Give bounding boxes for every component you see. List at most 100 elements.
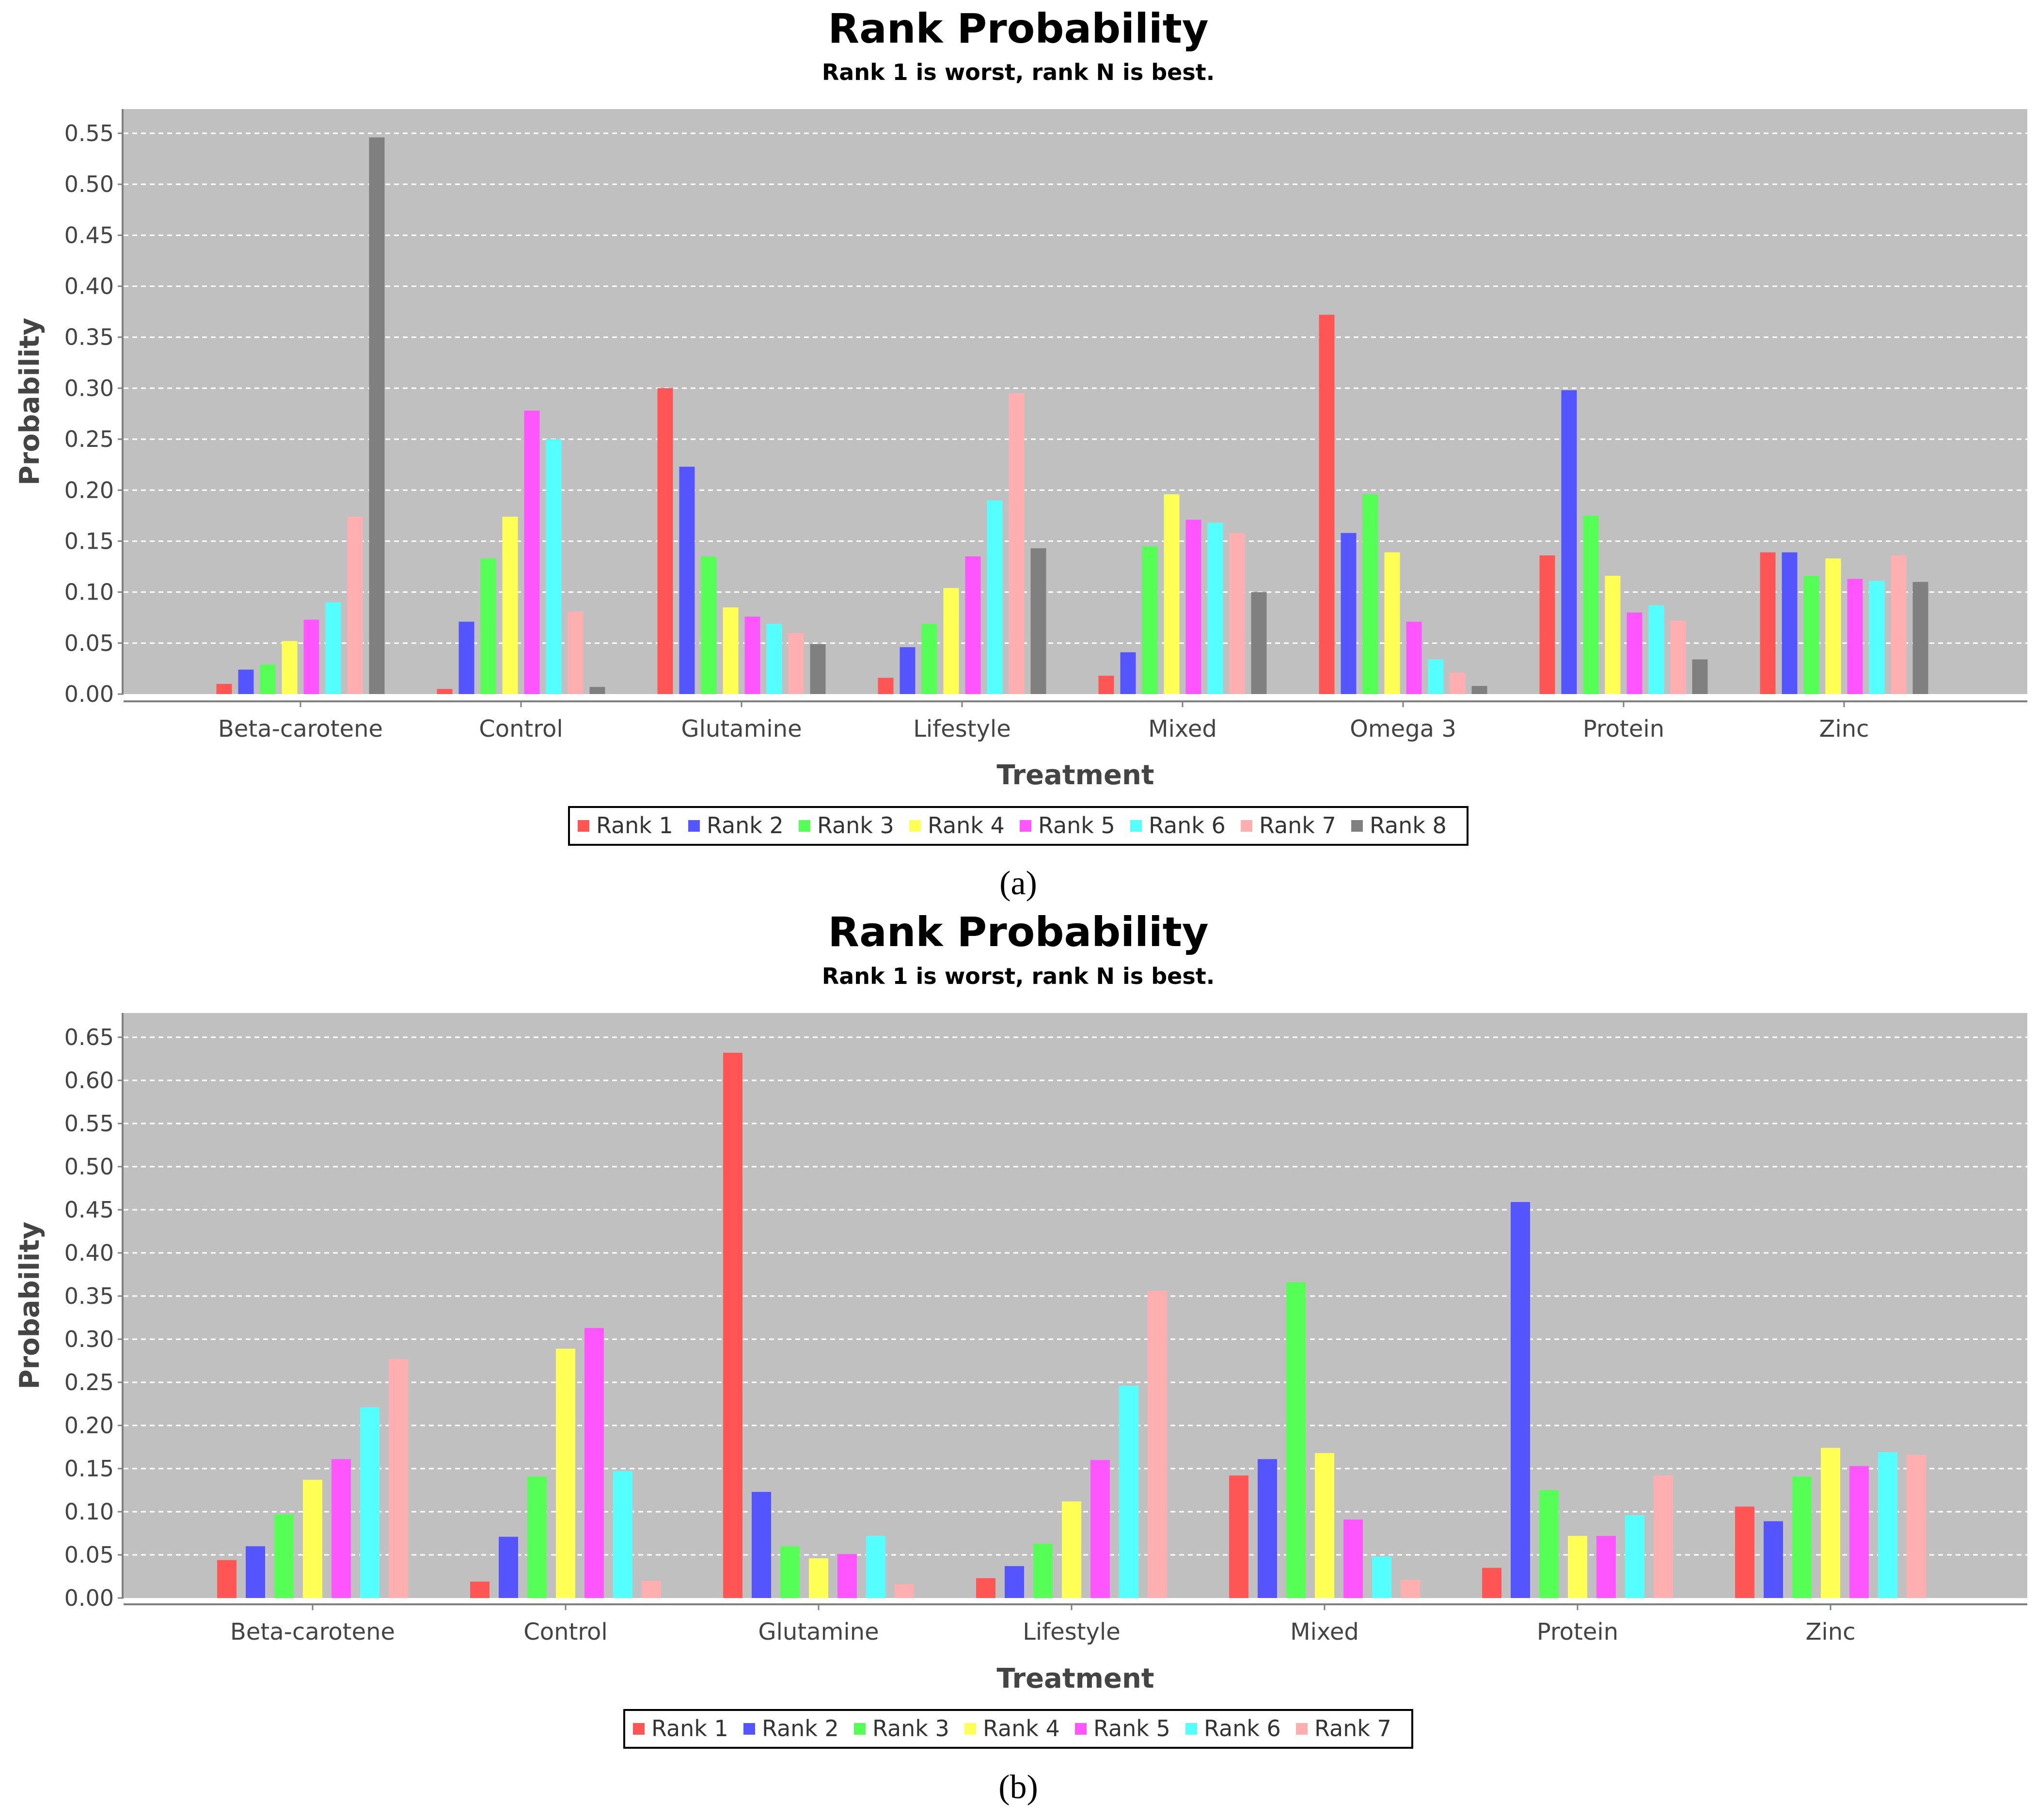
bar-beta-carotene-rank-1 (217, 1560, 237, 1598)
y-tick-label: 0.25 (64, 1369, 114, 1395)
bar-mixed-rank-4 (1164, 494, 1180, 694)
y-tick-label: 0.15 (64, 1456, 114, 1482)
bar-glutamine-rank-6 (866, 1535, 885, 1598)
bar-lifestyle-rank-1 (976, 1578, 995, 1598)
legend-label-rank-4: Rank 4 (983, 1715, 1060, 1741)
chart-b: Rank Probability Rank 1 is worst, rank N … (14, 908, 2027, 1806)
x-category-label: Beta-carotene (218, 715, 383, 743)
bar-mixed-rank-1 (1098, 676, 1114, 694)
bar-lifestyle-rank-3 (921, 623, 937, 694)
bar-lifestyle-rank-4 (1062, 1501, 1081, 1598)
bar-mixed-rank-6 (1372, 1556, 1391, 1598)
x-category-label: Mixed (1290, 1618, 1359, 1646)
x-axis-title: Treatment (996, 1663, 1154, 1694)
bar-lifestyle-rank-2 (900, 647, 916, 694)
bar-zinc-rank-2 (1782, 552, 1798, 694)
bar-lifestyle-rank-8 (1030, 548, 1046, 694)
bar-control-rank-1 (437, 689, 453, 694)
x-category-label: Glutamine (681, 715, 802, 743)
bar-control-rank-4 (556, 1348, 575, 1598)
bar-glutamine-rank-1 (657, 388, 673, 694)
x-category-label: Protein (1537, 1618, 1618, 1646)
bar-mixed-rank-7 (1229, 533, 1245, 694)
bar-protein-rank-7 (1654, 1475, 1673, 1598)
bar-control-rank-6 (613, 1471, 632, 1598)
bar-glutamine-rank-4 (809, 1558, 828, 1598)
bar-protein-rank-4 (1568, 1535, 1587, 1598)
bar-control-rank-3 (527, 1476, 547, 1598)
bar-zinc-rank-3 (1803, 575, 1819, 694)
legend-box (568, 806, 1469, 846)
bar-glutamine-rank-7 (895, 1584, 914, 1598)
bar-lifestyle-rank-5 (1090, 1460, 1110, 1598)
bar-zinc-rank-6 (1869, 581, 1885, 694)
x-category-label: Omega 3 (1350, 715, 1456, 743)
bar-protein-rank-5 (1596, 1535, 1616, 1598)
bar-control-rank-2 (499, 1536, 518, 1598)
legend-label-rank-5: Rank 5 (1093, 1715, 1170, 1741)
legend-swatch-rank-5 (1075, 1723, 1087, 1735)
bar-protein-rank-6 (1648, 605, 1664, 694)
bar-glutamine-rank-3 (780, 1546, 800, 1598)
legend-label-rank-1: Rank 1 (651, 1715, 728, 1741)
legend-swatch-rank-3 (854, 1723, 866, 1735)
bar-beta-carotene-rank-6 (325, 602, 341, 694)
legend-swatch-rank-3 (799, 820, 810, 832)
bar-protein-rank-1 (1482, 1567, 1501, 1598)
legend-label-rank-8: Rank 8 (1370, 812, 1447, 839)
plot-area (124, 1013, 2027, 1598)
bar-omega-3-rank-7 (1450, 672, 1466, 694)
legend-label-rank-1: Rank 1 (596, 812, 673, 839)
bar-protein-rank-3 (1583, 515, 1599, 694)
legend-label-rank-3: Rank 3 (872, 1715, 949, 1741)
bar-control-rank-7 (568, 611, 584, 694)
legend-swatch-rank-1 (578, 820, 589, 832)
bar-beta-carotene-rank-3 (260, 664, 276, 694)
bar-lifestyle-rank-6 (987, 500, 1003, 694)
bar-lifestyle-rank-4 (943, 588, 959, 694)
x-category-label: Mixed (1148, 715, 1217, 743)
bar-glutamine-rank-1 (723, 1053, 742, 1598)
legend-swatch-rank-8 (1351, 820, 1363, 832)
bar-mixed-rank-3 (1286, 1282, 1306, 1598)
y-tick-label: 0.50 (64, 1154, 114, 1180)
y-tick-label: 0.05 (64, 630, 114, 656)
y-tick-label: 0.45 (64, 1197, 114, 1223)
y-tick-label: 0.35 (64, 324, 114, 350)
legend-label-rank-2: Rank 2 (707, 812, 784, 839)
y-tick-label: 0.20 (64, 477, 114, 503)
y-tick-label: 0.10 (64, 579, 114, 605)
bar-glutamine-rank-8 (810, 644, 826, 694)
bar-protein-rank-7 (1670, 620, 1686, 694)
bar-beta-carotene-rank-2 (238, 669, 254, 694)
bar-glutamine-rank-6 (766, 623, 782, 694)
chart-title: Rank Probability (828, 5, 1208, 52)
bar-zinc-rank-5 (1849, 1466, 1869, 1598)
bar-zinc-rank-7 (1891, 555, 1907, 694)
bar-glutamine-rank-5 (837, 1554, 857, 1598)
bar-mixed-rank-8 (1251, 592, 1267, 694)
legend-label-rank-6: Rank 6 (1149, 812, 1226, 839)
bar-beta-carotene-rank-4 (303, 1480, 322, 1598)
bar-protein-rank-6 (1625, 1515, 1644, 1598)
bar-zinc-rank-1 (1735, 1506, 1754, 1598)
bar-protein-rank-8 (1692, 659, 1708, 694)
legend-label-rank-3: Rank 3 (817, 812, 894, 839)
bar-glutamine-rank-4 (723, 607, 739, 694)
panel-label: (a) (999, 865, 1037, 902)
legend-swatch-rank-7 (1296, 1723, 1308, 1735)
bar-glutamine-rank-7 (788, 633, 804, 694)
legend-swatch-rank-4 (909, 820, 921, 832)
bar-zinc-rank-4 (1825, 558, 1841, 694)
bar-control-rank-3 (480, 558, 496, 694)
bar-mixed-rank-1 (1229, 1475, 1248, 1598)
bar-lifestyle-rank-7 (1009, 393, 1025, 694)
bar-mixed-rank-4 (1315, 1453, 1334, 1598)
bar-omega-3-rank-8 (1471, 686, 1487, 694)
y-tick-label: 0.30 (64, 375, 114, 401)
bar-omega-3-rank-5 (1406, 621, 1422, 694)
legend-label-rank-6: Rank 6 (1204, 1715, 1281, 1741)
bar-control-rank-6 (546, 439, 562, 694)
legend-label-rank-4: Rank 4 (928, 812, 1005, 839)
bar-zinc-rank-1 (1760, 552, 1776, 694)
